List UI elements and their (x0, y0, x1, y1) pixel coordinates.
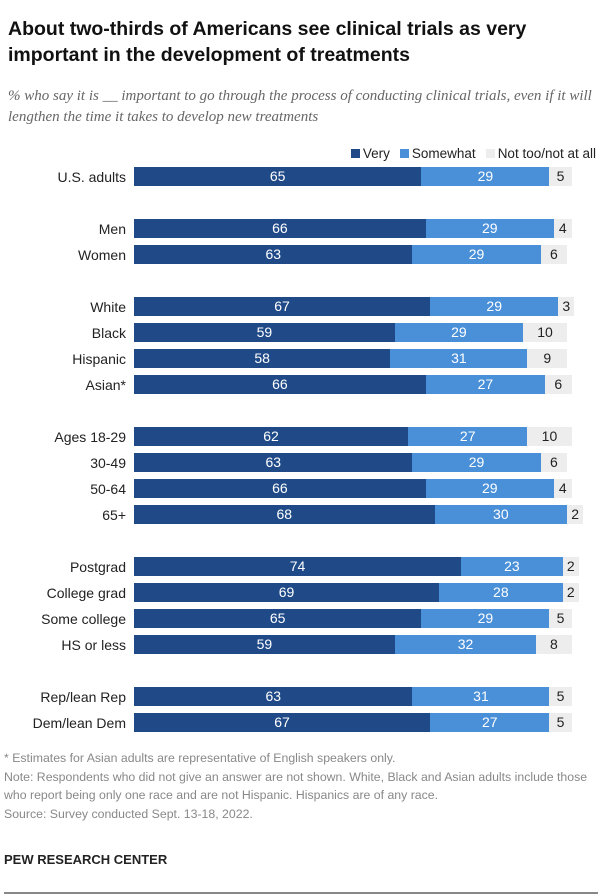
row-label: U.S. adults (57, 168, 126, 185)
bar-segment-somewhat: 29 (425, 478, 554, 498)
bar-segment-very: 65 (134, 608, 422, 628)
bar-segment-not-too-not-at-all: 5 (549, 166, 572, 186)
bar-segment-not-too-not-at-all: 9 (527, 348, 568, 368)
bar-segment-very: 59 (134, 634, 395, 654)
bar-segment-very: 62 (134, 426, 409, 446)
bar-chart: U.S. adults 65 29 5 Men 66 29 4 Women 63 29 6 White 6… (32, 166, 584, 732)
bar-segment-very: 67 (134, 712, 431, 732)
bar-segment-somewhat: 29 (430, 296, 559, 316)
bar-segment-somewhat: 29 (421, 166, 550, 186)
footnotes: * Estimates for Asian adults are represe… (4, 749, 599, 823)
bar-segment-somewhat: 28 (438, 582, 563, 602)
bar-segment-not-too-not-at-all: 2 (562, 556, 579, 576)
bar-segment-very: 66 (134, 218, 426, 238)
bar-segment-very: 58 (134, 348, 391, 368)
bar-segment-somewhat: 31 (390, 348, 528, 368)
row-label: Some college (41, 610, 126, 627)
legend-label: Very (362, 146, 390, 161)
bar-segment-not-too-not-at-all: 5 (549, 686, 572, 706)
row-label: 65+ (102, 506, 126, 523)
bar-segment-very: 68 (134, 504, 435, 524)
bar-segment-somewhat: 31 (412, 686, 550, 706)
legend-item: Not too/not at all (485, 146, 596, 161)
row-label: Women (78, 246, 126, 263)
bar-segment-not-too-not-at-all: 10 (522, 322, 568, 342)
legend-swatch (350, 149, 360, 158)
bar-segment-not-too-not-at-all: 5 (549, 608, 572, 628)
bar-segment-somewhat: 29 (412, 452, 541, 472)
chart-subtitle: % who say it is __ important to go throu… (8, 88, 592, 125)
bar-segment-very: 63 (134, 686, 413, 706)
bar-segment-very: 66 (134, 374, 426, 394)
bar-segment-somewhat: 27 (425, 374, 546, 394)
row-label: 30-49 (90, 454, 126, 471)
row-label: Black (91, 324, 126, 341)
legend-item: Somewhat (399, 146, 476, 161)
row-label: Men (98, 220, 126, 237)
legend: Very Somewhat Not too/not at all (350, 146, 596, 161)
bar-segment-very: 74 (134, 556, 462, 576)
asterisk-note: * Estimates for Asian adults are represe… (4, 751, 396, 765)
row-label: HS or less (61, 636, 126, 653)
legend-item: Very (350, 146, 390, 161)
legend-swatch (399, 149, 409, 158)
bar-segment-very: 69 (134, 582, 439, 602)
row-label: Hispanic (72, 350, 126, 367)
bar-segment-not-too-not-at-all: 6 (540, 452, 568, 472)
bar-segment-not-too-not-at-all: 10 (527, 426, 572, 446)
bar-segment-very: 59 (134, 322, 395, 342)
bar-segment-not-too-not-at-all: 4 (553, 478, 572, 498)
bar-segment-very: 63 (134, 452, 413, 472)
bar-segment-somewhat: 27 (430, 712, 550, 732)
bar-segment-not-too-not-at-all: 2 (567, 504, 584, 524)
bar-segment-not-too-not-at-all: 6 (540, 244, 568, 264)
legend-label: Somewhat (411, 146, 476, 161)
chart-title: About two-thirds of Americans see clinic… (8, 18, 527, 66)
bottom-rule (4, 892, 598, 894)
bar-segment-very: 66 (134, 478, 426, 498)
bar-segment-not-too-not-at-all: 4 (553, 218, 572, 238)
legend-label: Not too/not at all (497, 146, 596, 161)
row-label: White (90, 298, 126, 315)
bar-segment-not-too-not-at-all: 3 (558, 296, 575, 316)
bar-segment-somewhat: 27 (408, 426, 528, 446)
bar-segment-somewhat: 29 (425, 218, 554, 238)
bar-segment-very: 65 (134, 166, 422, 186)
row-label: Dem/lean Dem (32, 714, 126, 731)
bar-segment-very: 67 (134, 296, 431, 316)
bar-segment-not-too-not-at-all: 5 (549, 712, 572, 732)
bar-segment-not-too-not-at-all: 2 (562, 582, 579, 602)
row-label: Asian* (85, 376, 126, 393)
bar-segment-somewhat: 29 (412, 244, 541, 264)
row-label: 50-64 (90, 480, 126, 497)
legend-swatch (485, 149, 495, 158)
bar-segment-somewhat: 30 (434, 504, 568, 524)
row-label: Ages 18-29 (54, 428, 126, 445)
source-note: Source: Survey conducted Sept. 13-18, 20… (4, 806, 253, 821)
note: Note: Respondents who did not give an an… (4, 769, 588, 803)
bar-segment-somewhat: 29 (394, 322, 523, 342)
bar-segment-somewhat: 23 (461, 556, 563, 576)
brand-logo-text: PEW RESEARCH CENTER (4, 852, 168, 867)
bar-segment-not-too-not-at-all: 8 (536, 634, 572, 654)
row-label: Rep/lean Rep (40, 688, 126, 705)
bar-segment-not-too-not-at-all: 6 (545, 374, 572, 394)
row-label: Postgrad (69, 558, 126, 575)
bar-segment-somewhat: 32 (394, 634, 537, 654)
row-label: College grad (46, 584, 126, 601)
bar-segment-very: 63 (134, 244, 413, 264)
bar-segment-somewhat: 29 (421, 608, 550, 628)
